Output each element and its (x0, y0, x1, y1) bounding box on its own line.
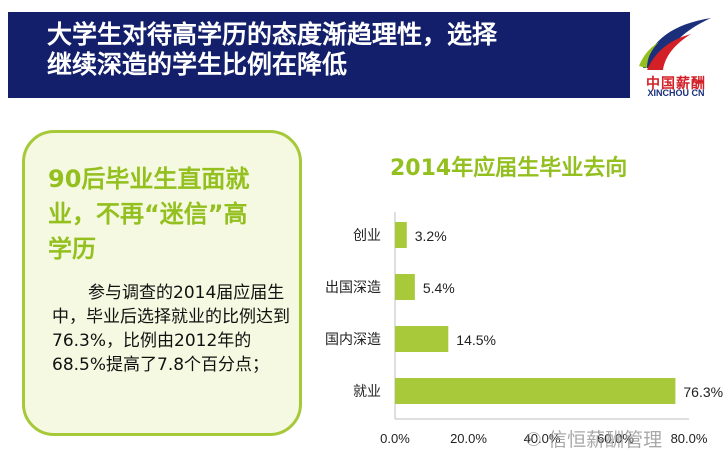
bar-1 (395, 274, 415, 300)
card-heading-line-3: 学历 (48, 235, 96, 263)
swoosh-logo-icon (639, 18, 711, 70)
category-label-2: 国内深造 (325, 332, 381, 348)
card-heading: 90后毕业生直面就 业，不再“迷信”高 学历 (48, 162, 298, 267)
logo-text-en: XINCHOU CN (647, 88, 705, 98)
x-tick-label-2: 40.0% (524, 431, 561, 446)
watermark-text: 信恒薪酬管理 (548, 429, 663, 451)
value-label-0: 3.2% (415, 228, 447, 244)
bar-chart: 创业 3.2% 出国深造 5.4% 国内深造 14.5% 就业 76.3% 0.0% 20.0% 4… (325, 212, 723, 446)
card-heading-line-2: 业，不再“迷信”高 (48, 200, 248, 228)
title-line-1: 大学生对待高学历的态度渐趋理性，选择 (47, 20, 498, 49)
bar-3 (395, 378, 676, 404)
page-title: 大学生对待高学历的态度渐趋理性，选择 继续深造的学生比例在降低 (47, 20, 607, 80)
title-line-2: 继续深造的学生比例在降低 (47, 50, 348, 79)
card-body-text: 参与调查的2014届应届生中，毕业后选择就业的比例达到76.3%，比例由2012… (52, 283, 290, 375)
watermark: ⚇ 信恒薪酬管理 (525, 425, 724, 452)
value-label-3: 76.3% (683, 384, 723, 400)
chart-title: 2014年应届生毕业去向 (390, 156, 628, 181)
bar-2 (395, 326, 449, 352)
value-label-1: 5.4% (423, 280, 455, 296)
x-tick-label-0: 0.0% (380, 431, 410, 446)
x-tick-label-1: 20.0% (450, 431, 487, 446)
value-label-2: 14.5% (456, 332, 496, 348)
category-label-3: 就业 (353, 384, 381, 400)
header-bar (8, 12, 630, 98)
wechat-icon: ⚇ (525, 429, 543, 451)
category-label-1: 出国深造 (325, 280, 381, 296)
x-tick-label-4: 80.0% (671, 431, 708, 446)
card-heading-line-1: 90后毕业生直面就 (48, 165, 250, 193)
x-tick-label-3: 60.0% (597, 431, 634, 446)
bar-0 (395, 222, 407, 248)
logo-text-cn: 中国薪酬 (646, 76, 706, 92)
category-label-0: 创业 (353, 228, 381, 244)
summary-card (22, 130, 302, 436)
